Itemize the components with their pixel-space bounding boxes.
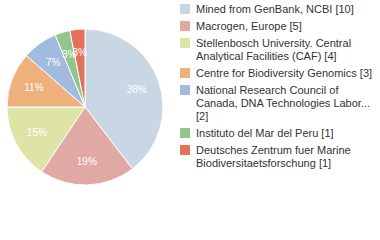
svg-text:38%: 38% — [127, 84, 147, 95]
svg-text:7%: 7% — [46, 57, 61, 68]
html-text:Instituto del Mar del Peru [1]: Instituto del Mar del Peru [1] — [196, 127, 334, 139]
svg-text:3%: 3% — [72, 47, 87, 58]
svg-text:15%: 15% — [27, 127, 47, 138]
html-text:Deutsches Zentrum fuer Marine: Deutsches Zentrum fuer Marine Biodiversi… — [196, 144, 351, 169]
svg-text:19%: 19% — [77, 156, 97, 167]
html-text:Centre for Biodiversity Genomi: Centre for Biodiversity Genomics [3] — [196, 67, 373, 79]
svg-text:11%: 11% — [24, 82, 43, 93]
html-text:Macrogen, Europe [5]: Macrogen, Europe [5] — [196, 20, 302, 32]
svg-text:3%: 3% — [61, 49, 77, 61]
html-text:Mined from GenBank, NCBI [10]: Mined from GenBank, NCBI [10] — [196, 3, 354, 15]
html-text:National Research Council of C: National Research Council of Canada, DNA… — [196, 84, 371, 122]
html-text:Stellenbosch University. Centr: Stellenbosch University. Central Analyti… — [196, 37, 352, 62]
